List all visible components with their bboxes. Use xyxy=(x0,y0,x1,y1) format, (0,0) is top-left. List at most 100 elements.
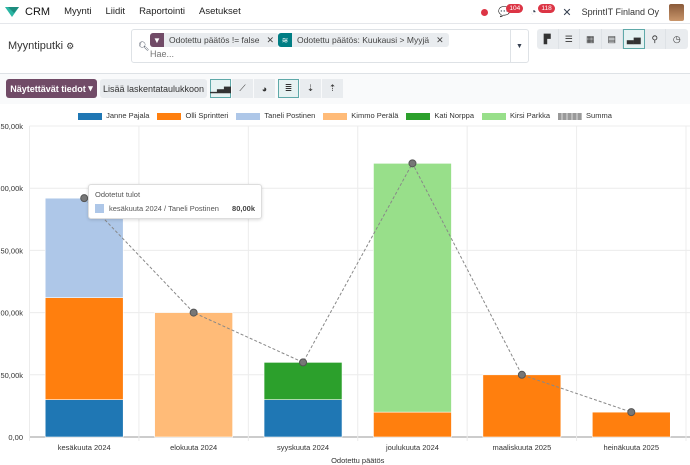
bar-segment xyxy=(591,411,671,438)
measures-dropdown[interactable]: Näytettävät tiedot ▾ xyxy=(6,79,97,98)
list-view-button[interactable]: ☰ xyxy=(559,29,580,49)
filter-facet[interactable]: ▼ Odotettu päätös != false ✕ xyxy=(150,33,280,47)
group-by-icon: ≋ xyxy=(278,33,292,47)
company-switcher[interactable]: SprintIT Finland Oy xyxy=(581,7,659,17)
sum-point xyxy=(189,308,198,317)
group-by-facet[interactable]: ≋ Odotettu päätös: Kuukausi > Myyjä ✕ xyxy=(278,33,449,47)
bar-segment xyxy=(373,411,452,438)
bar-segment xyxy=(263,362,343,400)
legend-label: Kati Norppa xyxy=(434,111,475,120)
sort-descending-button[interactable]: ⇣ xyxy=(300,79,321,98)
app-name[interactable]: CRM xyxy=(25,5,51,18)
line-chart-button[interactable]: ⟋ xyxy=(232,79,253,98)
x-tick-label: elokuuta 2024 xyxy=(170,443,217,452)
legend-label: Summa xyxy=(586,111,612,120)
filter-icon: ▼ xyxy=(150,33,164,47)
legend-item[interactable]: Taneli Postinen xyxy=(236,111,315,120)
graph-view-button[interactable]: ▃▅ xyxy=(623,29,645,49)
x-tick-label: maaliskuuta 2025 xyxy=(492,443,551,452)
legend-swatch xyxy=(78,112,103,120)
filter-facet-label: Odotettu päätös != false xyxy=(169,35,260,45)
activities-badge: 118 xyxy=(538,3,555,13)
legend-item[interactable]: Olli Sprintteri xyxy=(157,111,228,120)
messages-button[interactable]: 💬 104 xyxy=(498,3,524,18)
pivot-view-button[interactable]: ▤ xyxy=(602,29,623,49)
menu-raportointi[interactable]: Raportointi xyxy=(139,6,186,17)
tooltip-swatch xyxy=(95,204,104,213)
chart-legend: Janne Pajala Olli Sprintteri Taneli Postin… xyxy=(0,111,690,120)
activity-view-button[interactable]: ◷ xyxy=(672,33,681,44)
x-tick-label: kesäkuuta 2024 xyxy=(58,443,111,452)
legend-item[interactable]: Kirsi Parkka xyxy=(482,111,550,120)
bar-segment xyxy=(373,163,452,413)
control-panel: Myyntiputki ⚙ 🔍︎ ▼ Odotettu päätös != fal… xyxy=(0,24,690,74)
menu-myynti[interactable]: Myynti xyxy=(64,6,92,17)
kanban-view-button[interactable]: ▛ xyxy=(537,29,559,49)
y-tick-label: 0,00 xyxy=(8,433,23,442)
sum-point xyxy=(299,358,308,367)
search-options-toggle[interactable]: ▼ xyxy=(510,30,528,62)
search-input[interactable] xyxy=(150,49,490,59)
pie-chart-button[interactable]: ◕ xyxy=(254,79,275,98)
page-title[interactable]: Myyntiputki ⚙ xyxy=(8,40,74,52)
top-navbar: CRM Myynti Liidit Raportointi Asetukset … xyxy=(0,0,690,24)
tooltip-title: Odotetut tulot xyxy=(95,190,141,199)
sum-point xyxy=(80,194,89,203)
sort-ascending-button[interactable]: ⇡ xyxy=(322,79,343,98)
gear-icon[interactable]: ⚙ xyxy=(66,41,75,51)
status-dot-icon[interactable] xyxy=(481,8,489,16)
tooltip-label: kesäkuuta 2024 / Taneli Postinen xyxy=(109,204,219,213)
graph-toolbar: Näytettävät tiedot ▾ Lisää laskentataulu… xyxy=(0,74,690,104)
y-tick-label: 250,00k xyxy=(0,122,23,131)
bar-segment xyxy=(263,399,343,438)
legend-swatch xyxy=(482,112,507,120)
y-tick-label: 100,00k xyxy=(0,309,23,318)
calendar-view-button[interactable]: ▦ xyxy=(580,29,602,49)
insert-spreadsheet-button[interactable]: Lisää laskentataulukkoon xyxy=(100,79,207,98)
stacked-button[interactable]: ≣ xyxy=(278,79,299,98)
x-axis-label: Odotettu päätös xyxy=(331,456,385,465)
view-switcher: ▛ ☰ ▦ ▤ ▃▅ ⚲ ◷ xyxy=(537,29,688,49)
tooltip-value: 80,00k xyxy=(232,204,255,213)
legend-item[interactable]: Kati Norppa xyxy=(406,111,474,120)
bar-segment xyxy=(44,399,124,438)
legend-label: Taneli Postinen xyxy=(264,111,316,120)
sum-point xyxy=(408,159,417,168)
x-tick-label: heinäkuuta 2025 xyxy=(604,443,659,452)
bar-segment xyxy=(44,297,124,400)
close-icon[interactable]: ✕ xyxy=(266,34,275,45)
bar-segment xyxy=(482,374,562,438)
map-view-button[interactable]: ⚲ xyxy=(645,29,666,49)
legend-swatch xyxy=(157,112,182,120)
sum-point xyxy=(517,370,526,379)
legend-item[interactable]: Janne Pajala xyxy=(78,111,149,120)
menu-asetukset[interactable]: Asetukset xyxy=(199,6,241,17)
legend-swatch xyxy=(323,112,348,120)
x-tick-label: joulukuuta 2024 xyxy=(385,443,439,452)
messages-badge: 104 xyxy=(506,3,524,13)
search-bar: 🔍︎ ▼ Odotettu päätös != false ✕ ≋ Odotettu … xyxy=(131,29,529,63)
legend-swatch xyxy=(558,112,583,120)
legend-swatch xyxy=(406,112,431,120)
y-tick-label: 200,00k xyxy=(0,184,23,193)
close-icon[interactable]: ✕ xyxy=(436,34,444,45)
legend-item[interactable]: Kimmo Perälä xyxy=(323,111,398,120)
activities-button[interactable]: ◔ 118 xyxy=(530,3,555,18)
crm-logo-icon[interactable] xyxy=(5,6,19,17)
legend-item[interactable]: Summa xyxy=(558,111,612,120)
avatar[interactable] xyxy=(669,3,684,21)
menu-liidit[interactable]: Liidit xyxy=(105,6,126,17)
legend-label: Janne Pajala xyxy=(106,111,150,120)
legend-label: Olli Sprintteri xyxy=(185,111,229,120)
x-tick-label: syyskuuta 2024 xyxy=(277,443,329,452)
legend-label: Kimmo Perälä xyxy=(351,111,399,120)
group-by-facet-label: Odotettu päätös: Kuukausi > Myyjä xyxy=(297,35,430,45)
y-tick-label: 50,00k xyxy=(0,371,23,380)
y-tick-label: 150,00k xyxy=(0,246,23,255)
sum-point xyxy=(627,408,636,417)
page-title-text: Myyntiputki xyxy=(8,40,64,52)
tools-icon[interactable]: ✕ xyxy=(562,6,572,19)
bar-chart-button[interactable]: ▁▃▅ xyxy=(210,79,231,98)
sum-line xyxy=(83,162,632,413)
